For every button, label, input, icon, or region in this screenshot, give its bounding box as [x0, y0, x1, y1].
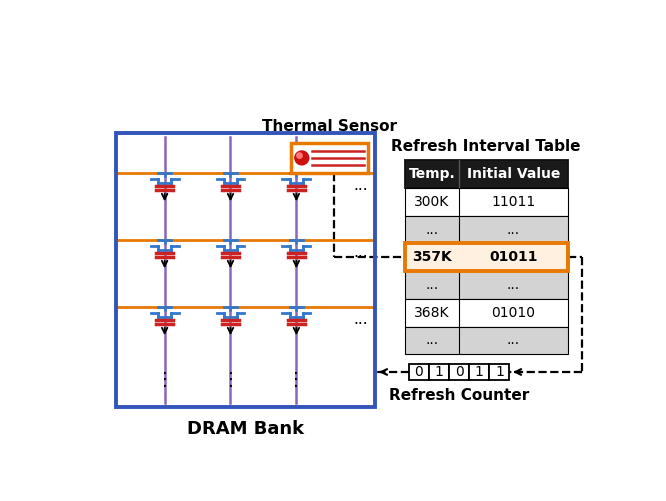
Bar: [470, 364, 490, 380]
Circle shape: [295, 151, 309, 165]
Text: ⋮: ⋮: [222, 371, 240, 389]
Text: 0: 0: [455, 365, 464, 379]
Text: ...: ...: [426, 222, 439, 236]
Bar: [291, 143, 368, 172]
Text: ...: ...: [507, 222, 520, 236]
Text: ...: ...: [507, 278, 520, 292]
Text: 01010: 01010: [492, 306, 535, 320]
Bar: [490, 364, 509, 380]
Text: DRAM Bank: DRAM Bank: [187, 420, 304, 438]
Bar: [405, 271, 567, 299]
Bar: [405, 243, 567, 271]
Bar: [405, 327, 567, 354]
Text: 1: 1: [495, 365, 504, 379]
Text: Temp.: Temp.: [409, 167, 456, 181]
Text: Refresh Counter: Refresh Counter: [389, 388, 529, 403]
Text: 11011: 11011: [492, 195, 535, 209]
Text: ⋮: ⋮: [156, 371, 174, 389]
Text: 0: 0: [414, 365, 423, 379]
Bar: [449, 364, 470, 380]
Bar: [405, 299, 567, 327]
Text: ...: ...: [354, 245, 368, 260]
Bar: [405, 243, 567, 271]
Text: Initial Value: Initial Value: [467, 167, 560, 181]
Text: Refresh Interval Table: Refresh Interval Table: [392, 139, 581, 154]
Text: ⋮: ⋮: [287, 371, 306, 389]
Text: ...: ...: [507, 333, 520, 347]
Bar: [409, 364, 429, 380]
Text: 300K: 300K: [414, 195, 450, 209]
Text: 368K: 368K: [414, 306, 450, 320]
Text: ...: ...: [426, 278, 439, 292]
Text: ...: ...: [354, 312, 368, 327]
Text: 1: 1: [475, 365, 484, 379]
Bar: [429, 364, 449, 380]
Text: 357K: 357K: [412, 250, 452, 264]
Text: 1: 1: [434, 365, 444, 379]
Bar: [405, 188, 567, 215]
Text: 01011: 01011: [489, 250, 537, 264]
Text: Thermal Sensor: Thermal Sensor: [262, 119, 397, 134]
Bar: [116, 133, 376, 407]
Circle shape: [297, 153, 302, 158]
Text: ...: ...: [426, 333, 439, 347]
Bar: [405, 160, 567, 188]
Text: ...: ...: [354, 178, 368, 193]
Bar: [405, 215, 567, 243]
